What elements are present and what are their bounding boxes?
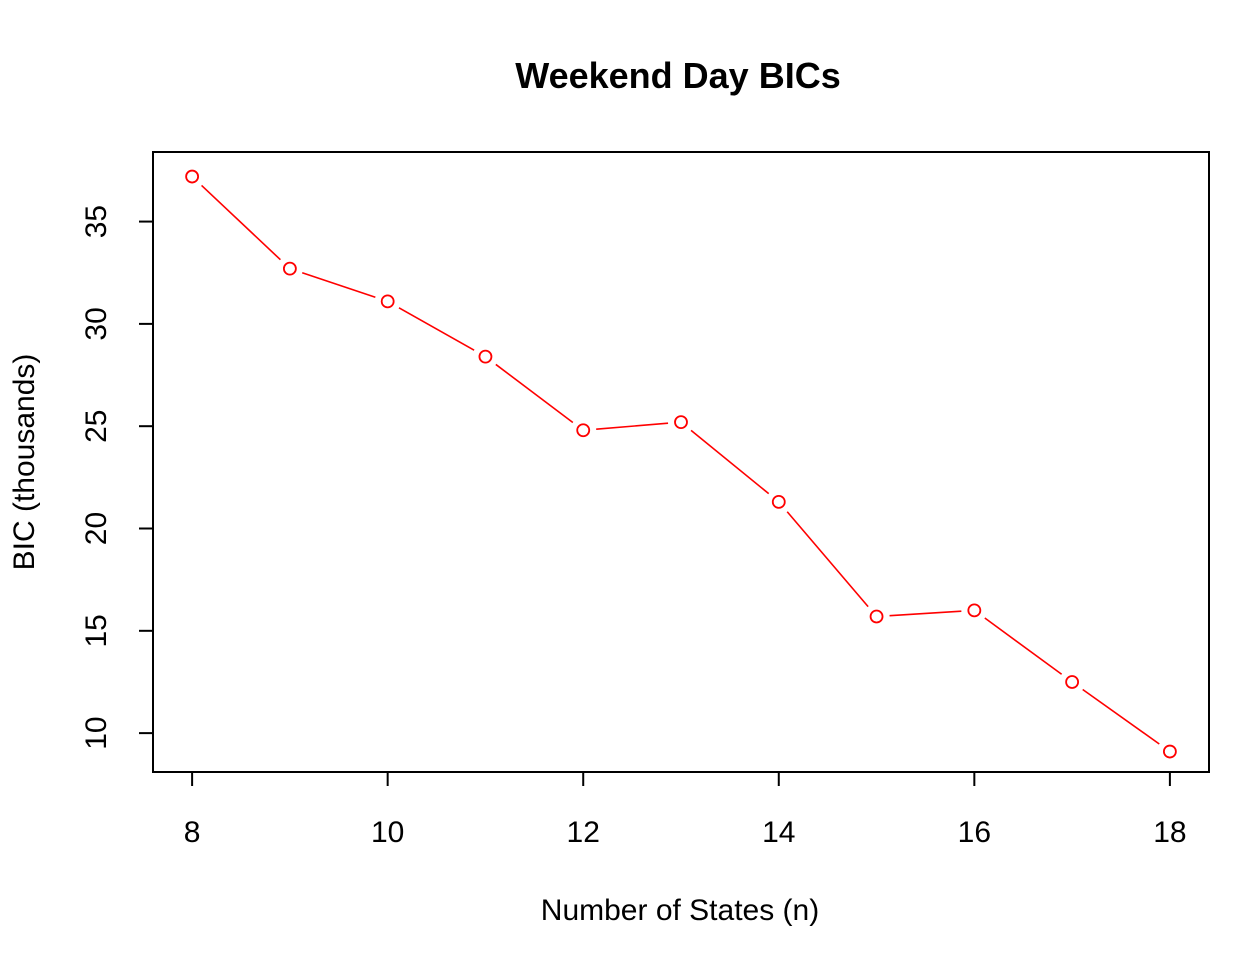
series-segment	[495, 363, 574, 424]
series-segment	[690, 429, 770, 495]
series-segment	[889, 610, 962, 617]
series-segment	[398, 307, 475, 351]
data-point	[967, 603, 982, 618]
data-point	[869, 609, 884, 624]
series-segment	[201, 184, 281, 261]
x-axis-label: Number of States (n)	[541, 894, 819, 927]
data-point	[185, 169, 200, 184]
series-segment	[1082, 688, 1160, 745]
series-layer	[185, 169, 1177, 759]
series-segment	[786, 511, 869, 608]
series-segment	[301, 272, 376, 299]
data-point	[1162, 744, 1177, 759]
x-tick-label: 18	[1153, 816, 1186, 849]
y-axis: 10 15 20 25 30 35	[80, 205, 154, 750]
series-segment	[984, 617, 1063, 675]
data-point	[478, 349, 493, 364]
y-tick-label: 20	[80, 512, 113, 545]
data-point	[674, 415, 688, 429]
y-tick-label: 25	[80, 410, 113, 443]
y-axis-label: BIC (thousands)	[8, 354, 41, 571]
data-point	[771, 495, 786, 509]
y-tick-label: 30	[80, 307, 113, 340]
data-point	[1065, 675, 1080, 689]
x-axis: 8 10 12 14 16 18	[184, 771, 1187, 849]
x-tick-label: 12	[567, 816, 600, 849]
plot-frame	[152, 151, 1210, 773]
x-tick-label: 16	[958, 816, 991, 849]
chart-title: Weekend Day BICs	[515, 55, 840, 96]
y-tick-label: 10	[80, 716, 113, 749]
data-point	[576, 423, 591, 438]
series-segment	[596, 422, 669, 430]
x-tick-label: 10	[371, 816, 404, 849]
data-point	[380, 294, 395, 309]
x-tick-label: 8	[184, 816, 201, 849]
y-tick-label: 15	[80, 614, 113, 647]
y-tick-label: 35	[80, 205, 113, 238]
x-tick-label: 14	[762, 816, 795, 849]
data-point	[282, 261, 297, 276]
